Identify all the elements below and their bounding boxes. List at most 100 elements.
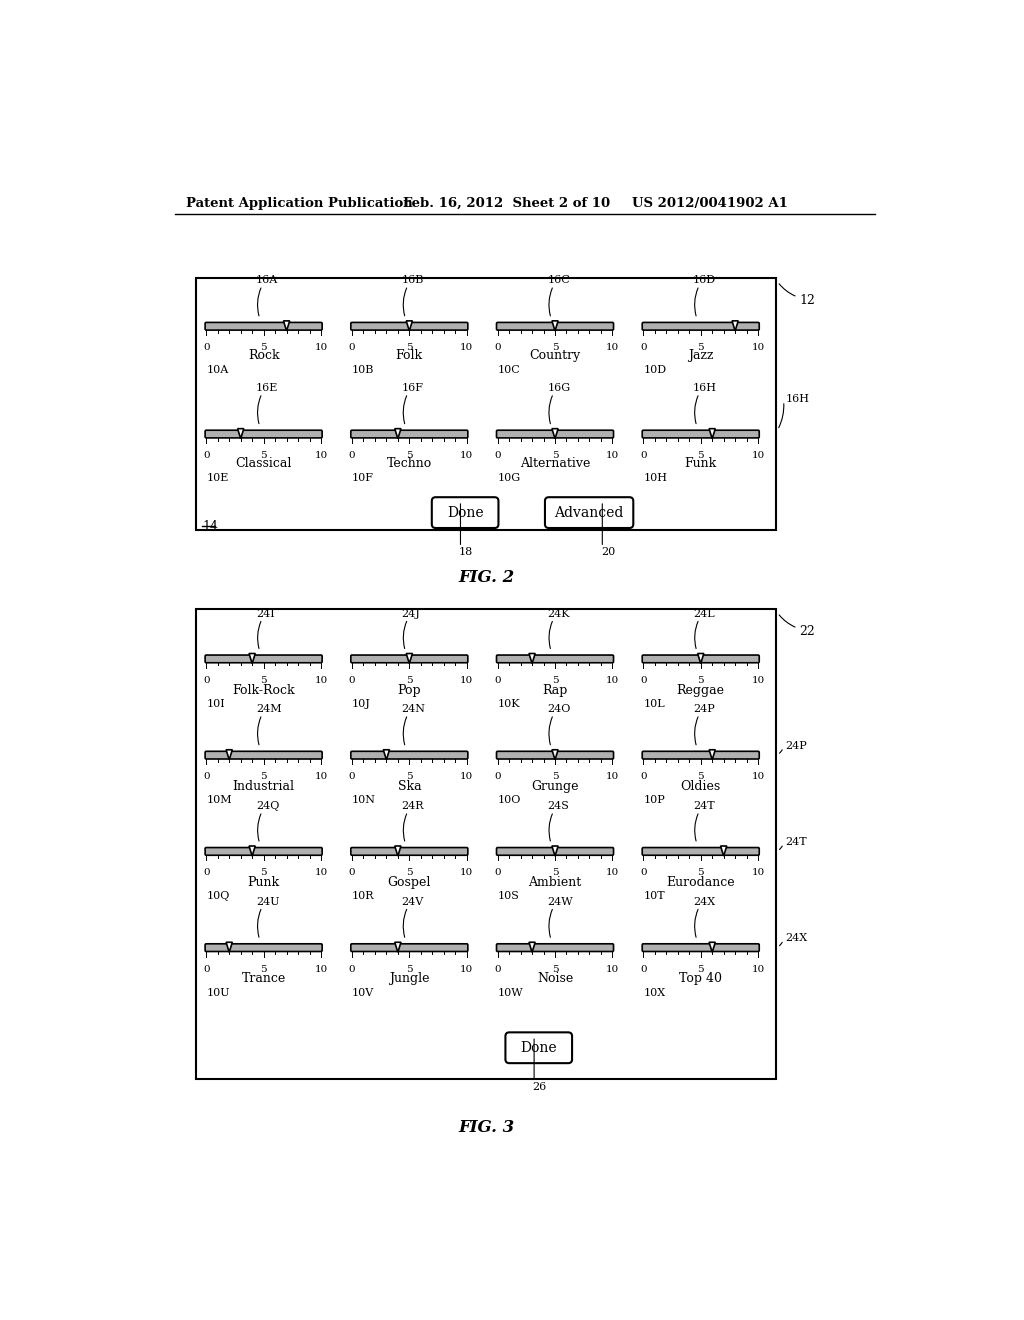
Text: 10N: 10N [352,795,376,805]
Text: FIG. 2: FIG. 2 [458,569,514,586]
Text: 10: 10 [460,772,473,781]
Polygon shape [529,942,536,952]
Text: 0: 0 [495,869,501,878]
Text: Done: Done [520,1040,557,1055]
Text: 5: 5 [552,676,558,685]
Text: Noise: Noise [537,973,573,985]
Polygon shape [697,653,703,664]
Text: 10: 10 [752,965,765,974]
Text: 10S: 10S [498,891,519,902]
Text: 24Q: 24Q [256,801,280,812]
Polygon shape [395,942,401,952]
Text: 5: 5 [697,676,705,685]
Text: 5: 5 [406,965,413,974]
Text: Eurodance: Eurodance [667,876,735,890]
Text: 10: 10 [314,965,328,974]
Text: 24S: 24S [547,801,569,812]
Polygon shape [407,653,413,664]
Text: 10: 10 [314,869,328,878]
Text: 10: 10 [606,343,618,352]
Text: Funk: Funk [685,457,717,470]
FancyBboxPatch shape [497,655,613,663]
Text: Advanced: Advanced [554,506,624,520]
Text: 10: 10 [606,772,618,781]
Text: 10D: 10D [643,364,667,375]
Text: Ska: Ska [397,780,421,793]
Text: 10: 10 [460,343,473,352]
Text: 10V: 10V [352,987,374,998]
Polygon shape [226,750,232,760]
Text: 10F: 10F [352,473,374,483]
Polygon shape [249,846,255,857]
Text: 10A: 10A [206,364,228,375]
Text: 5: 5 [552,869,558,878]
Text: 0: 0 [203,451,210,459]
Text: Gospel: Gospel [388,876,431,890]
Text: 10U: 10U [206,987,229,998]
Text: 24R: 24R [401,801,424,812]
Text: 24V: 24V [401,896,424,907]
Text: 0: 0 [348,869,355,878]
Text: 24X: 24X [785,933,807,944]
Polygon shape [395,846,401,857]
Polygon shape [552,429,558,438]
Polygon shape [383,750,389,760]
Text: 18: 18 [459,548,473,557]
FancyBboxPatch shape [497,944,613,952]
Text: 10: 10 [314,772,328,781]
Text: Jazz: Jazz [688,350,714,363]
Text: 16D: 16D [693,276,716,285]
Text: 24N: 24N [401,705,426,714]
Text: 0: 0 [203,343,210,352]
Text: 10: 10 [752,772,765,781]
Text: 0: 0 [203,772,210,781]
Text: 10: 10 [314,451,328,459]
Text: Pop: Pop [397,684,421,697]
Polygon shape [284,321,290,331]
Text: 24T: 24T [785,837,807,847]
FancyBboxPatch shape [205,944,323,952]
Text: Patent Application Publication: Patent Application Publication [186,197,413,210]
Text: 10P: 10P [643,795,666,805]
FancyBboxPatch shape [351,751,468,759]
Text: 24P: 24P [785,741,807,751]
Text: 5: 5 [260,965,267,974]
Text: Top 40: Top 40 [679,973,722,985]
Polygon shape [552,750,558,760]
Text: 5: 5 [552,343,558,352]
Polygon shape [226,942,232,952]
Text: Rock: Rock [248,350,280,363]
FancyBboxPatch shape [205,655,323,663]
Text: 10: 10 [460,676,473,685]
FancyBboxPatch shape [351,430,468,438]
Text: 5: 5 [406,451,413,459]
Text: Country: Country [529,350,581,363]
Text: 10: 10 [606,869,618,878]
Text: Grunge: Grunge [531,780,579,793]
Text: 0: 0 [640,676,647,685]
Text: 10O: 10O [498,795,521,805]
Text: 10K: 10K [498,700,520,709]
FancyBboxPatch shape [497,430,613,438]
Polygon shape [709,429,716,438]
Text: 10L: 10L [643,700,665,709]
Text: US 2012/0041902 A1: US 2012/0041902 A1 [632,197,787,210]
Text: 24W: 24W [547,896,572,907]
Text: 22: 22 [799,626,815,639]
Text: 24O: 24O [547,705,570,714]
Text: 26: 26 [532,1082,547,1093]
Text: 5: 5 [260,772,267,781]
Text: 5: 5 [697,869,705,878]
Text: 0: 0 [640,869,647,878]
FancyBboxPatch shape [642,430,759,438]
Text: 5: 5 [406,772,413,781]
Text: 0: 0 [640,965,647,974]
Polygon shape [552,321,558,331]
Polygon shape [709,750,716,760]
FancyBboxPatch shape [642,944,759,952]
Text: 16E: 16E [256,383,279,393]
Text: 16H: 16H [785,393,809,404]
Text: 5: 5 [697,451,705,459]
Text: 5: 5 [260,869,267,878]
Text: Trance: Trance [242,973,286,985]
